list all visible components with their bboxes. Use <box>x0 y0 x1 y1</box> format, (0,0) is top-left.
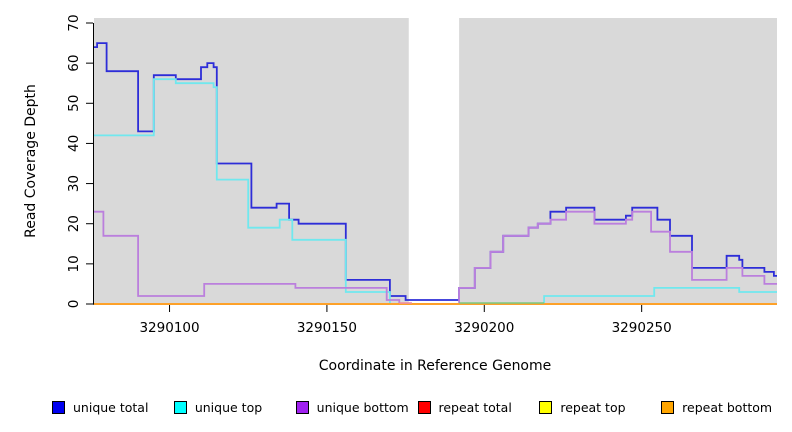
x-tick-label: 3290100 <box>139 320 199 336</box>
legend-swatch-unique-top <box>173 400 187 414</box>
legend-label: repeat bottom <box>682 399 773 415</box>
legend-label: unique bottom <box>316 399 409 415</box>
y-tick-label: 70 <box>66 14 82 31</box>
y-tick-label: 10 <box>66 255 82 272</box>
legend-item-unique-total: unique total <box>52 400 174 415</box>
x-tick-label: 3290250 <box>612 320 672 336</box>
legend-swatch-repeat-total <box>417 400 431 414</box>
x-tick-label: 3290150 <box>297 320 357 336</box>
y-tick-label: 20 <box>66 215 82 232</box>
y-axis-title: Read Coverage Depth <box>23 84 39 238</box>
no-data-band <box>408 18 460 304</box>
legend-item-repeat-bottom: repeat bottom <box>661 400 783 415</box>
y-tick-label: 40 <box>66 135 82 152</box>
y-tick-label: 0 <box>66 300 82 309</box>
legend-label: unique top <box>194 399 263 415</box>
legend-label: unique total <box>73 399 149 415</box>
legend: unique total unique top unique bottom repea… <box>52 397 783 417</box>
series-line-unique-bottom <box>94 210 777 305</box>
series-line-unique-top <box>94 78 777 305</box>
legend-swatch-unique-total <box>52 400 65 414</box>
legend-label: repeat total <box>438 399 512 415</box>
legend-item-unique-bottom: unique bottom <box>295 399 418 415</box>
legend-item-repeat-top: repeat top <box>539 400 661 415</box>
legend-swatch-unique-bottom <box>295 400 309 414</box>
legend-swatch-repeat-top <box>539 400 553 414</box>
y-tick-label: 50 <box>66 95 82 112</box>
x-axis-title: Coordinate in Reference Genome <box>318 358 552 374</box>
y-tick-label: 60 <box>66 55 82 72</box>
legend-label: repeat top <box>560 399 626 415</box>
legend-item-unique-top: unique top <box>173 399 296 415</box>
y-tick-label: 30 <box>66 175 82 192</box>
legend-swatch-repeat-bottom <box>661 400 675 414</box>
legend-item-repeat-total: repeat total <box>417 399 540 415</box>
x-tick-label: 3290200 <box>454 320 514 336</box>
